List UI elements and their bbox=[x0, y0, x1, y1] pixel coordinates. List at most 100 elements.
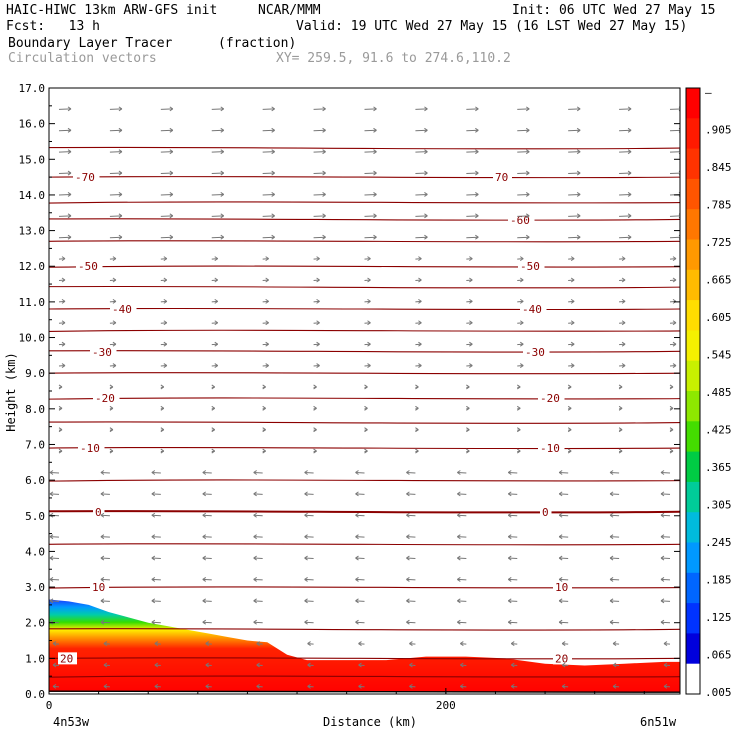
vector-arrowhead bbox=[61, 320, 66, 326]
circulation-vector bbox=[619, 172, 632, 175]
pbl-tracer-fill bbox=[49, 599, 680, 694]
vector-arrowhead bbox=[466, 448, 470, 454]
vector-arrowhead bbox=[457, 512, 461, 518]
vector-arrowhead bbox=[202, 534, 207, 540]
plot-area bbox=[49, 88, 680, 694]
vector-arrowhead bbox=[304, 470, 308, 475]
vector-arrowhead bbox=[265, 341, 269, 347]
circulation-vector bbox=[610, 578, 620, 581]
vector-arrowhead bbox=[660, 619, 665, 625]
vector-arrowhead bbox=[316, 341, 320, 347]
circulation-vector bbox=[610, 621, 620, 624]
vector-arrowhead bbox=[475, 106, 479, 112]
vector-arrowhead bbox=[169, 192, 174, 197]
circulation-vector bbox=[100, 536, 110, 538]
vector-arrowhead bbox=[621, 256, 626, 262]
vector-arrowhead bbox=[322, 170, 326, 176]
vector-arrowhead bbox=[214, 298, 219, 304]
vector-arrowhead bbox=[100, 598, 105, 604]
vector-arrowhead bbox=[663, 683, 668, 689]
vector-arrowhead bbox=[367, 298, 371, 304]
vector-arrowhead bbox=[406, 534, 410, 540]
vector-arrowhead bbox=[211, 405, 216, 411]
vector-arrowhead bbox=[211, 384, 216, 390]
vector-arrowhead bbox=[52, 641, 57, 647]
vector-arrowhead bbox=[151, 470, 156, 475]
vector-arrowhead bbox=[214, 363, 219, 368]
vector-arrowhead bbox=[112, 363, 117, 368]
circulation-vector bbox=[619, 236, 632, 239]
colorbar-label: .305 bbox=[705, 499, 732, 512]
circulation-vector bbox=[211, 193, 224, 196]
vector-arrowhead bbox=[271, 234, 275, 240]
vector-arrowhead bbox=[525, 213, 530, 219]
vector-arrowhead bbox=[424, 213, 428, 219]
circulation-vector bbox=[109, 129, 122, 132]
colorbar-label: .065 bbox=[705, 649, 732, 662]
circulation-vector bbox=[151, 621, 161, 624]
vector-arrowhead bbox=[211, 427, 216, 433]
colorbar-label: .185 bbox=[705, 574, 732, 587]
circulation-vector bbox=[364, 151, 377, 153]
vector-arrowhead bbox=[358, 662, 362, 668]
vector-arrowhead bbox=[570, 277, 575, 283]
vector-arrowhead bbox=[525, 106, 530, 112]
vector-arrowhead bbox=[627, 106, 632, 112]
vector-arrowhead bbox=[621, 320, 626, 326]
vector-arrowhead bbox=[516, 405, 521, 411]
circulation-vector bbox=[669, 215, 680, 217]
vector-arrowhead bbox=[525, 234, 530, 240]
vector-arrowhead bbox=[627, 192, 632, 197]
vector-arrowhead bbox=[58, 427, 63, 433]
vector-arrowhead bbox=[558, 555, 563, 561]
circulation-vector bbox=[160, 129, 173, 132]
vector-arrowhead bbox=[52, 683, 57, 689]
circulation-vector bbox=[415, 236, 428, 239]
vector-arrowhead bbox=[663, 662, 668, 668]
vector-arrowhead bbox=[406, 598, 410, 604]
colorbar-label: .365 bbox=[705, 461, 732, 474]
y-tick-label: 13.0 bbox=[19, 225, 46, 238]
vector-arrowhead bbox=[304, 598, 308, 604]
colorbar-label: .785 bbox=[705, 199, 732, 212]
colorbar-label: .425 bbox=[705, 424, 732, 437]
circulation-vector bbox=[109, 236, 122, 239]
vector-arrowhead bbox=[418, 298, 422, 304]
vector-arrowhead bbox=[271, 170, 275, 176]
vector-arrowhead bbox=[406, 555, 410, 561]
vector-arrowhead bbox=[672, 363, 677, 368]
colorbar-swatch bbox=[686, 239, 700, 271]
circulation-vector bbox=[415, 129, 428, 132]
vector-arrowhead bbox=[609, 512, 614, 518]
colorbar-swatch bbox=[686, 391, 700, 422]
circulation-vector bbox=[253, 493, 263, 495]
colorbar-swatch bbox=[686, 663, 700, 695]
vector-arrowhead bbox=[558, 470, 563, 475]
vector-arrowhead bbox=[202, 470, 207, 475]
y-tick-label: 16.0 bbox=[19, 118, 46, 131]
circulation-vector bbox=[100, 578, 110, 581]
isotherm-line bbox=[49, 446, 680, 450]
isotherm-line bbox=[49, 421, 680, 424]
isotherm-line bbox=[49, 372, 680, 375]
vector-arrowhead bbox=[169, 127, 174, 133]
org-label: NCAR/MMM bbox=[258, 3, 321, 18]
circulation-vector bbox=[568, 151, 581, 153]
vector-arrowhead bbox=[418, 320, 422, 326]
vector-arrowhead bbox=[49, 534, 54, 540]
circulation-vector bbox=[304, 493, 314, 495]
circulation-vector bbox=[415, 172, 428, 175]
vector-arrowhead bbox=[151, 534, 156, 540]
vector-arrowhead bbox=[112, 277, 117, 283]
y-tick-label: 12.0 bbox=[19, 260, 46, 273]
vector-arrowhead bbox=[67, 213, 72, 219]
circulation-vector bbox=[669, 236, 680, 239]
circulation-vector bbox=[151, 557, 161, 560]
vector-arrowhead bbox=[627, 234, 632, 240]
vector-arrowhead bbox=[61, 277, 66, 283]
vector-arrowhead bbox=[475, 234, 479, 240]
vector-arrowhead bbox=[525, 149, 530, 155]
vector-arrowhead bbox=[163, 298, 168, 304]
isotherm-line bbox=[49, 586, 680, 589]
